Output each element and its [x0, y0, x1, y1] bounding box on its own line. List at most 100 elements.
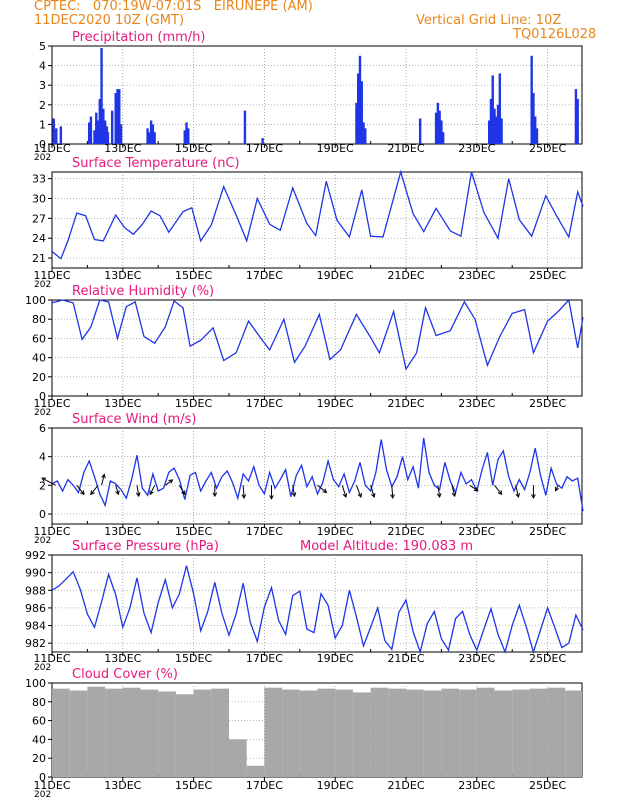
precip-bar — [358, 55, 362, 144]
cloud-bar — [299, 690, 318, 777]
panel5-xtick-label: 23DEC — [458, 652, 495, 665]
cloud-bar — [229, 739, 247, 777]
panel2-series-line — [51, 169, 584, 260]
precip-bar — [100, 47, 103, 144]
panel5-ytick-label: 990 — [25, 567, 46, 580]
wind-arrow — [90, 485, 99, 495]
header-station: CPTEC: 070:19W-07:01S EIRUNEPE (AM) — [34, 0, 313, 14]
cloud-bar — [547, 687, 566, 777]
wind-arrow-head — [41, 477, 47, 482]
precip-bar — [500, 118, 503, 144]
wind-arrow-head — [115, 490, 120, 496]
panel1-title: Precipitation (mm/h) — [72, 30, 205, 45]
panel3-ytick-label: 0 — [39, 390, 46, 403]
cloud-bar — [317, 688, 336, 777]
panel2-xtick-label: 15DEC — [175, 269, 212, 282]
panel4-xtick-label: 25DEC — [529, 525, 566, 538]
panel5-year-stub: 202 — [34, 663, 51, 673]
precip-bar — [116, 89, 119, 144]
panel5-xtick-label: 15DEC — [175, 652, 212, 665]
panel4-frame — [51, 427, 583, 525]
panel5-ytick-label: 982 — [25, 637, 46, 650]
panel6-xtick-label: 15DEC — [175, 779, 212, 792]
cloud-bar — [52, 688, 70, 777]
precip-bar — [95, 112, 98, 144]
precip-bar — [364, 128, 367, 144]
wind-arrow — [391, 485, 394, 498]
panel6-xtick-label: 19DEC — [317, 779, 354, 792]
precip-bar — [534, 116, 537, 144]
panel2-xtick-label: 23DEC — [458, 269, 495, 282]
panel6-ytick-label: 40 — [32, 733, 46, 746]
wind-arrow-head — [531, 494, 536, 499]
panel6-ytick-label: 60 — [32, 715, 46, 728]
precip-bar — [261, 138, 264, 144]
panel6-xtick-label: 13DEC — [104, 779, 141, 792]
header-code: TQ0126L028 — [513, 27, 597, 42]
panel3-xtick-label: 25DEC — [529, 397, 566, 410]
wind-arrow-head — [212, 492, 218, 498]
precip-bar — [535, 128, 539, 144]
wind-arrow — [242, 485, 245, 498]
precip-bar — [441, 132, 445, 144]
panel2-title: Surface Temperature (nC) — [72, 156, 240, 171]
panel2-year-stub: 202 — [34, 280, 51, 290]
precip-bar — [146, 128, 149, 144]
cloud-bar — [529, 688, 548, 777]
precip-bar — [52, 118, 55, 144]
cloud-bar — [406, 689, 424, 777]
panel2-xtick-label: 11DEC — [33, 269, 70, 282]
wind-arrow — [437, 485, 441, 498]
panel1-xtick-label: 21DEC — [387, 142, 424, 155]
panel5-xtick-label: 19DEC — [317, 652, 354, 665]
precip-bar — [110, 110, 114, 144]
panel6-xtick-label: 25DEC — [529, 779, 566, 792]
panel6-ytick-label: 20 — [32, 752, 46, 765]
wind-arrow-head — [322, 488, 328, 494]
panel1-xtick-label: 25DEC — [529, 142, 566, 155]
precip-bar — [440, 120, 443, 144]
panel6-ytick-label: 0 — [39, 771, 46, 784]
wind-arrow — [149, 485, 156, 495]
panel3-xtick-label: 11DEC — [33, 397, 70, 410]
wind-arrow — [370, 485, 375, 498]
precip-bar — [489, 98, 493, 144]
panel1-xtick-label: 17DEC — [246, 142, 283, 155]
wind-arrow-head — [390, 494, 395, 499]
panel5-series-line — [51, 565, 584, 655]
panel6-year-stub: 202 — [34, 790, 51, 800]
wind-arrow-head — [149, 490, 154, 496]
panel4-xtick-label: 23DEC — [458, 525, 495, 538]
precip-bar — [153, 132, 156, 144]
precip-bar — [59, 126, 63, 144]
panel5-ytick-label: 992 — [25, 549, 46, 562]
precip-bar — [89, 116, 93, 144]
cloud-bar — [370, 687, 389, 777]
precip-bar — [118, 89, 121, 144]
precip-bar — [98, 98, 101, 144]
wind-arrow — [341, 485, 347, 498]
cloud-bar — [69, 690, 88, 777]
panel1-ytick-label: 3 — [39, 79, 46, 92]
cloud-bar — [87, 686, 106, 777]
cloud-bar — [175, 694, 194, 777]
cloud-bar — [512, 689, 530, 777]
panel2-ytick-label: 30 — [32, 192, 46, 205]
cloud-bar — [494, 690, 513, 777]
precip-bar — [418, 118, 422, 144]
precip-bar — [491, 75, 494, 144]
cloud-bar — [246, 765, 265, 777]
wind-arrow-head — [370, 492, 376, 499]
cloud-bar — [105, 688, 123, 777]
panel1-xtick-label: 23DEC — [458, 142, 495, 155]
panel2-ytick-label: 33 — [32, 173, 46, 186]
wind-arrow — [355, 485, 362, 498]
panel4-series-line — [51, 437, 584, 512]
wind-arrow-head — [436, 493, 442, 499]
cloud-bar — [388, 688, 406, 777]
panel5-xtick-label: 13DEC — [104, 652, 141, 665]
panel1-ytick-label: 0 — [39, 138, 46, 151]
wind-arrow-head — [101, 473, 106, 479]
precip-bar — [530, 55, 533, 144]
precip-bar — [243, 110, 247, 144]
